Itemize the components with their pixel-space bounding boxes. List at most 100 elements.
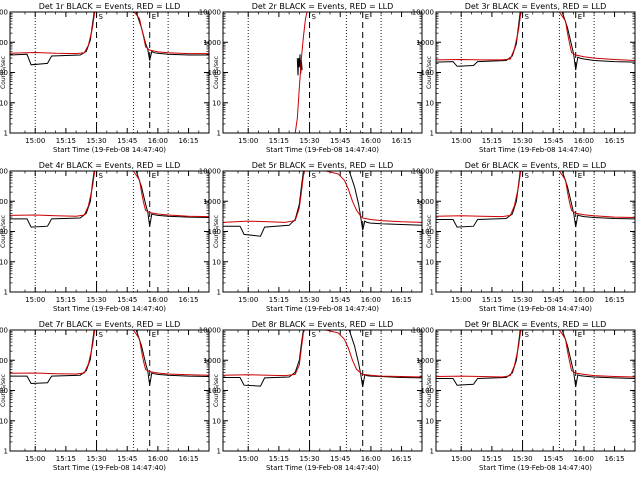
y-tick-label: 1 bbox=[217, 448, 221, 456]
y-tick-label: 10 bbox=[212, 417, 221, 425]
x-tick-label: 15:45 bbox=[117, 455, 137, 463]
y-tick-label: 10 bbox=[212, 258, 221, 266]
y-tick-label: 10000 bbox=[0, 327, 8, 335]
y-tick-label: 100 bbox=[0, 387, 8, 395]
plot-frame bbox=[222, 170, 423, 293]
x-axis-label: Start Time (19-Feb-08 14:47:40) bbox=[479, 464, 592, 472]
x-tick-label: 16:00 bbox=[148, 137, 168, 145]
plot-frame bbox=[9, 329, 210, 452]
panel-title: Det 5r BLACK = Events, RED = LLD bbox=[252, 161, 394, 170]
plot-frame bbox=[9, 170, 210, 293]
events-series-line bbox=[10, 12, 209, 66]
y-tick-label: 10000 bbox=[199, 327, 221, 335]
y-axis-label: Counts/sec bbox=[0, 56, 7, 89]
y-axis-label: Counts/sec bbox=[426, 374, 433, 407]
detector-panel: Det 9r BLACK = Events, RED = LLD Counts/s… bbox=[412, 320, 636, 472]
events-series-line bbox=[10, 330, 209, 386]
x-tick-label: 15:30 bbox=[86, 455, 106, 463]
x-tick-label: 15:00 bbox=[451, 296, 471, 304]
start-marker-label: S bbox=[525, 172, 530, 180]
y-tick-label: 1 bbox=[430, 130, 434, 138]
y-tick-label: 10 bbox=[0, 417, 8, 425]
y-tick-label: 100 bbox=[208, 69, 221, 77]
x-axis-label: Start Time (19-Feb-08 14:47:40) bbox=[479, 305, 592, 313]
detector-panel: Det 1r BLACK = Events, RED = LLD Counts/s… bbox=[0, 2, 210, 154]
x-tick-label: 15:00 bbox=[451, 455, 471, 463]
y-tick-label: 10000 bbox=[412, 327, 434, 335]
x-tick-label: 16:00 bbox=[361, 455, 381, 463]
start-marker-label: S bbox=[312, 13, 317, 21]
x-tick-label: 15:45 bbox=[117, 296, 137, 304]
x-tick-label: 16:15 bbox=[391, 296, 411, 304]
x-tick-label: 16:15 bbox=[178, 137, 198, 145]
lld-series-line bbox=[223, 171, 422, 223]
x-tick-label: 15:30 bbox=[512, 455, 532, 463]
lld-series-line bbox=[10, 171, 209, 218]
panel-title: Det 3r BLACK = Events, RED = LLD bbox=[465, 2, 607, 11]
y-tick-label: 1 bbox=[217, 289, 221, 297]
plot-frame bbox=[435, 329, 636, 452]
x-tick-label: 15:00 bbox=[25, 137, 45, 145]
x-tick-label: 15:45 bbox=[543, 455, 563, 463]
lld-series-line bbox=[436, 12, 635, 61]
x-axis-label: Start Time (19-Feb-08 14:47:40) bbox=[479, 146, 592, 154]
x-tick-label: 16:15 bbox=[178, 296, 198, 304]
y-tick-label: 10 bbox=[0, 258, 8, 266]
lld-series-line bbox=[10, 330, 209, 376]
x-tick-label: 15:15 bbox=[482, 137, 502, 145]
detector-panel: Det 7r BLACK = Events, RED = LLD Counts/s… bbox=[0, 320, 210, 472]
x-tick-label: 16:00 bbox=[574, 137, 594, 145]
x-tick-label: 15:00 bbox=[25, 455, 45, 463]
end-marker-label: E bbox=[152, 13, 156, 21]
x-tick-label: 15:15 bbox=[482, 296, 502, 304]
y-tick-label: 10000 bbox=[199, 9, 221, 17]
x-tick-label: 15:15 bbox=[56, 455, 76, 463]
y-axis-label: Counts/sec bbox=[0, 215, 7, 248]
x-tick-label: 15:30 bbox=[86, 296, 106, 304]
y-tick-label: 1 bbox=[4, 448, 8, 456]
x-tick-label: 15:30 bbox=[512, 296, 532, 304]
lld-series-line bbox=[436, 330, 635, 378]
x-tick-label: 15:00 bbox=[25, 296, 45, 304]
events-series-line bbox=[436, 330, 635, 388]
end-marker-label: E bbox=[365, 331, 369, 339]
events-series-line bbox=[10, 171, 209, 228]
y-tick-label: 10000 bbox=[412, 168, 434, 176]
y-tick-label: 100 bbox=[0, 69, 8, 77]
y-tick-label: 1000 bbox=[416, 39, 434, 47]
x-tick-label: 15:15 bbox=[56, 296, 76, 304]
events-series-line bbox=[436, 171, 635, 228]
x-tick-label: 15:00 bbox=[238, 296, 258, 304]
y-tick-label: 1000 bbox=[203, 39, 221, 47]
x-axis-label: Start Time (19-Feb-08 14:47:40) bbox=[53, 305, 166, 313]
y-tick-label: 1000 bbox=[0, 357, 8, 365]
x-axis-label: Start Time (19-Feb-08 14:47:40) bbox=[53, 464, 166, 472]
y-tick-label: 1000 bbox=[203, 357, 221, 365]
events-series-line bbox=[436, 12, 635, 71]
y-tick-label: 10 bbox=[425, 417, 434, 425]
x-tick-label: 15:15 bbox=[269, 137, 289, 145]
x-tick-label: 15:45 bbox=[330, 455, 350, 463]
events-series-line bbox=[223, 171, 422, 237]
y-axis-label: Counts/sec bbox=[213, 56, 220, 89]
y-tick-label: 10000 bbox=[0, 9, 8, 17]
x-tick-label: 15:45 bbox=[117, 137, 137, 145]
y-tick-label: 10 bbox=[212, 99, 221, 107]
x-tick-label: 15:15 bbox=[269, 455, 289, 463]
y-tick-label: 100 bbox=[208, 228, 221, 236]
start-marker-label: S bbox=[525, 331, 530, 339]
y-tick-label: 100 bbox=[208, 387, 221, 395]
start-marker-label: S bbox=[99, 13, 104, 21]
x-tick-label: 16:15 bbox=[178, 455, 198, 463]
events-series-line bbox=[223, 330, 422, 388]
x-tick-label: 16:15 bbox=[604, 296, 624, 304]
y-tick-label: 10000 bbox=[199, 168, 221, 176]
panel-title: Det 8r BLACK = Events, RED = LLD bbox=[252, 320, 394, 329]
lld-series-line bbox=[10, 12, 209, 55]
y-tick-label: 1000 bbox=[416, 357, 434, 365]
x-tick-label: 16:15 bbox=[604, 137, 624, 145]
x-tick-label: 15:00 bbox=[238, 137, 258, 145]
detector-panel: Det 2r BLACK = Events, RED = LLD Counts/s… bbox=[199, 2, 423, 154]
x-tick-label: 15:00 bbox=[238, 455, 258, 463]
lld-series-line bbox=[294, 12, 308, 133]
